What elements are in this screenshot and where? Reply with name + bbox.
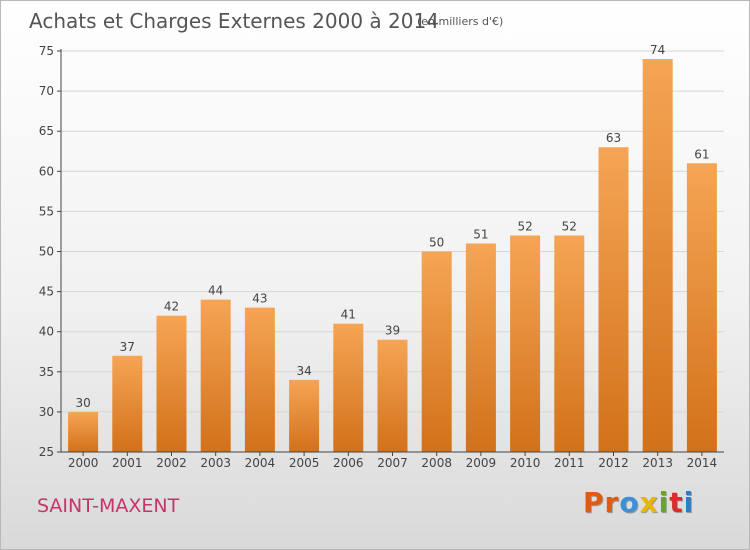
proxiti-logo: Proxiti — [583, 486, 694, 519]
brand-letter: o — [619, 486, 640, 519]
y-tick-label: 75 — [39, 44, 54, 58]
bar-2002 — [156, 315, 187, 452]
x-tick-label: 2014 — [687, 456, 718, 470]
y-tick-label: 50 — [39, 245, 54, 259]
bar-value-label: 37 — [120, 340, 135, 354]
bar-2003 — [200, 299, 231, 452]
x-tick-label: 2012 — [598, 456, 629, 470]
x-tick-label: 2009 — [466, 456, 497, 470]
brand-letter: r — [604, 486, 620, 519]
x-tick-label: 2001 — [112, 456, 143, 470]
bar-2004 — [244, 307, 275, 452]
bar-value-label: 74 — [650, 43, 665, 57]
bar-2011 — [554, 235, 585, 452]
brand-letter: i — [658, 486, 670, 519]
bar-value-label: 30 — [75, 396, 90, 410]
bar-value-label: 39 — [385, 324, 400, 338]
y-tick-label: 55 — [39, 204, 54, 218]
x-tick-label: 2002 — [156, 456, 187, 470]
brand-letter: P — [583, 486, 605, 519]
y-tick-label: 40 — [39, 325, 54, 339]
x-tick-label: 2013 — [642, 456, 673, 470]
bar-2009 — [465, 243, 496, 452]
x-tick-label: 2005 — [289, 456, 320, 470]
bar-2001 — [112, 355, 143, 452]
x-tick-label: 2004 — [245, 456, 276, 470]
chart-title: Achats et Charges Externes 2000 à 2014 — [29, 9, 439, 33]
brand-letter: x — [639, 486, 659, 519]
y-tick-label: 25 — [39, 445, 54, 459]
x-tick-label: 2007 — [377, 456, 408, 470]
x-tick-label: 2008 — [421, 456, 452, 470]
bar-value-label: 51 — [473, 227, 488, 241]
y-tick-label: 45 — [39, 285, 54, 299]
bar-2012 — [598, 147, 629, 453]
y-tick-label: 30 — [39, 405, 54, 419]
x-tick-label: 2011 — [554, 456, 585, 470]
y-tick-label: 35 — [39, 365, 54, 379]
brand-letter: i — [683, 486, 695, 519]
y-tick-label: 70 — [39, 84, 54, 98]
x-tick-label: 2010 — [510, 456, 541, 470]
bar-value-label: 41 — [341, 308, 356, 322]
x-tick-label: 2000 — [68, 456, 99, 470]
y-tick-label: 60 — [39, 164, 54, 178]
bar-2013 — [642, 59, 673, 453]
bar-value-label: 63 — [606, 131, 621, 145]
commune-name: SAINT-MAXENT — [37, 495, 180, 517]
x-tick-label: 2003 — [200, 456, 231, 470]
bar-2008 — [421, 251, 452, 452]
chart-unit-label: (en milliers d'€) — [417, 15, 504, 28]
bar-value-label: 42 — [164, 300, 179, 314]
x-tick-label: 2006 — [333, 456, 364, 470]
bar-value-label: 43 — [252, 292, 267, 306]
bar-2000 — [68, 411, 99, 452]
bar-2007 — [377, 339, 408, 452]
bar-value-label: 44 — [208, 284, 223, 298]
bar-value-label: 61 — [694, 147, 709, 161]
bar-value-label: 52 — [517, 219, 532, 233]
bar-2010 — [510, 235, 541, 452]
axes: 25 30 35 40 45 50 55 60 65 70 75 2000 2001 2002 2003 20… — [39, 44, 724, 470]
bars: 30 37 42 44 43 34 41 39 50 51 52 52 63 74 61 — [68, 43, 717, 453]
bar-2005 — [289, 379, 320, 452]
bar-2014 — [686, 163, 717, 452]
bar-2006 — [333, 323, 364, 452]
y-tick-label: 65 — [39, 124, 54, 138]
brand-letter: t — [669, 486, 684, 519]
bar-value-label: 52 — [562, 219, 577, 233]
bar-value-label: 34 — [296, 364, 311, 378]
bar-value-label: 50 — [429, 236, 444, 250]
